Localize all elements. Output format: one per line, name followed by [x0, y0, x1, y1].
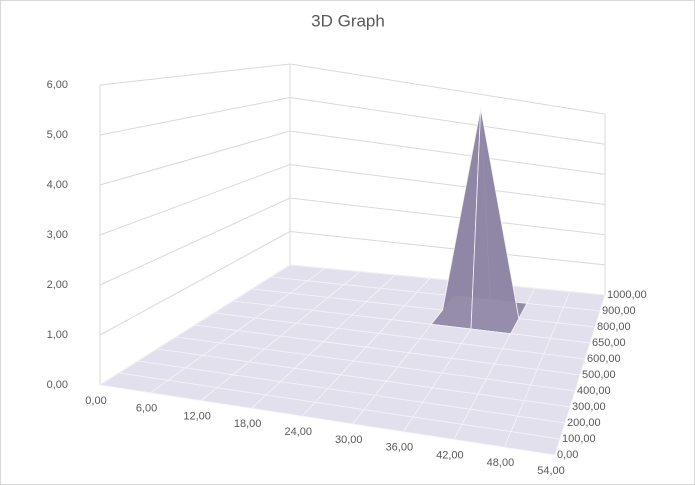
depth-tick-label: 600,00 [587, 353, 621, 365]
chart-title: 3D Graph [311, 11, 385, 30]
x-tick-label: 48,00 [487, 457, 515, 469]
z-tick-label: 6,00 [47, 79, 68, 91]
z-tick-label: 0,00 [47, 379, 68, 391]
x-tick-label: 0,00 [85, 395, 106, 407]
depth-tick-label: 1000,00 [607, 289, 647, 301]
z-tick-label: 2,00 [47, 279, 68, 291]
depth-tick-label: 500,00 [582, 369, 616, 381]
depth-tick-label: 100,00 [562, 433, 596, 445]
surface-cell [503, 431, 561, 456]
depth-tick-label: 400,00 [577, 385, 611, 397]
z-tick-label: 4,00 [47, 179, 68, 191]
z-tick-label: 5,00 [47, 129, 68, 141]
x-tick-label: 6,00 [136, 403, 157, 415]
depth-tick-label: 0,00 [557, 449, 578, 461]
z-tick-label: 1,00 [47, 329, 68, 341]
z-tick-label: 3,00 [47, 229, 68, 241]
x-tick-label: 54,00 [537, 465, 565, 477]
depth-tick-label: 200,00 [567, 417, 601, 429]
depth-tick-label: 650,00 [592, 337, 626, 349]
x-tick-label: 30,00 [335, 434, 363, 446]
x-tick-label: 42,00 [436, 449, 464, 461]
depth-tick-label: 900,00 [602, 305, 636, 317]
depth-tick-label: 800,00 [597, 321, 631, 333]
x-tick-label: 18,00 [234, 418, 262, 430]
x-tick-label: 12,00 [183, 410, 211, 422]
depth-tick-label: 300,00 [572, 401, 606, 413]
x-tick-label: 24,00 [284, 426, 312, 438]
x-tick-label: 36,00 [386, 442, 414, 454]
